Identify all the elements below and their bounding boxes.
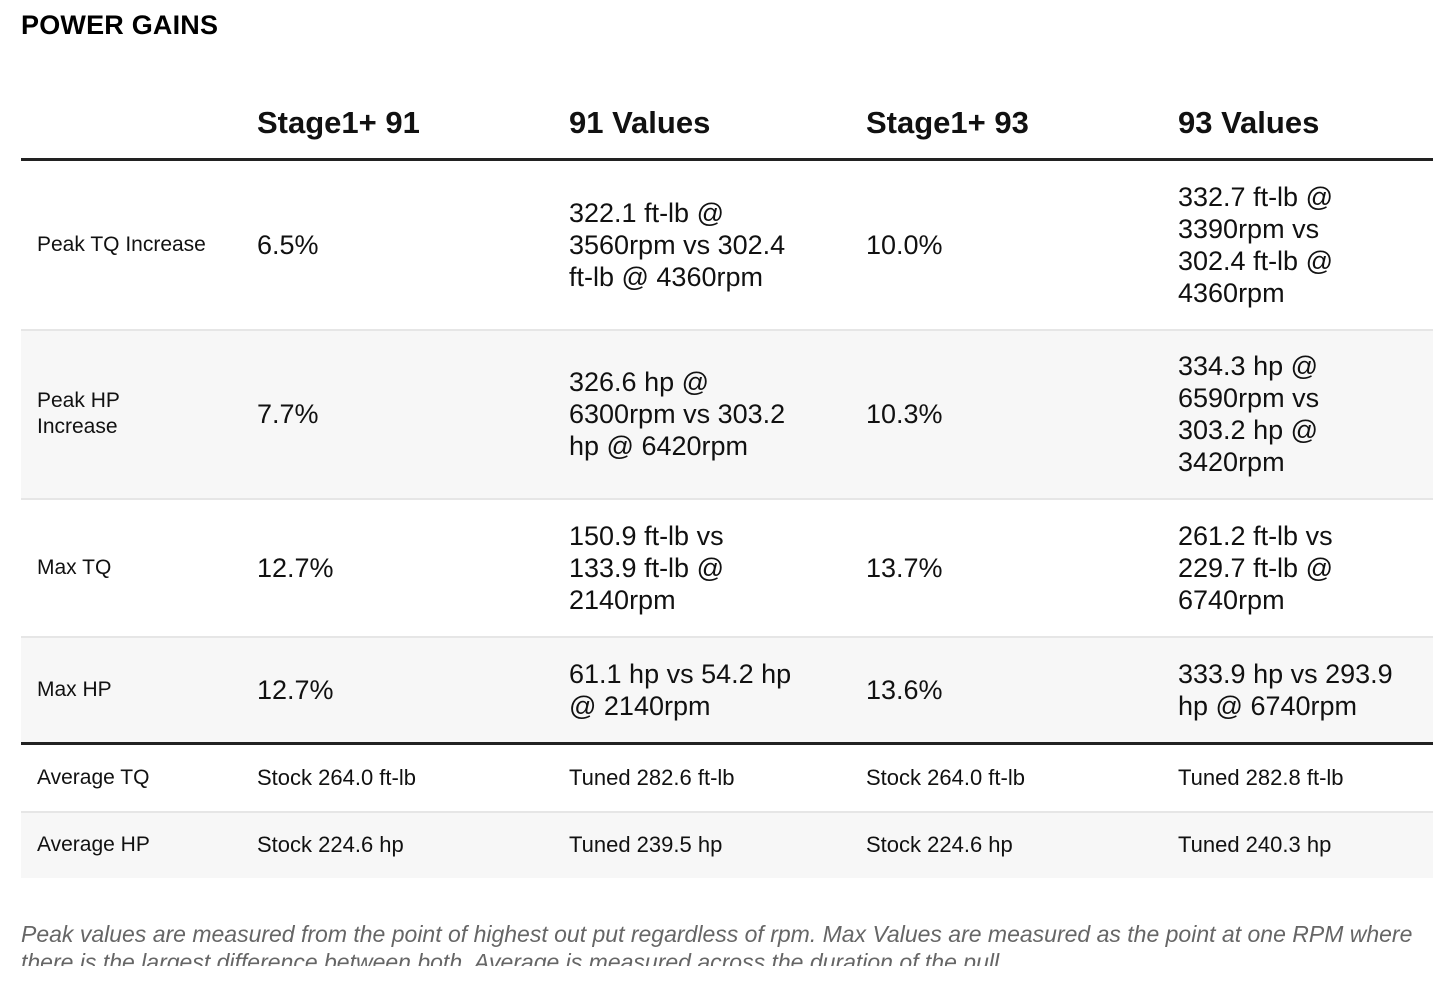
header-empty [21,88,257,161]
footer-stock-91: Stock 224.6 hp [257,811,569,878]
footer-label: Average TQ [21,743,257,813]
stage91-percent: 12.7% [257,498,569,638]
values91-text: 326.6 hp @ 6300rpm vs 303.2 hp @ 6420rpm [569,329,866,500]
footer-row-average-tq: Average TQ Stock 264.0 ft-lb Tuned 282.6… [21,743,1433,813]
stage93-percent: 13.6% [866,636,1178,745]
footer-tuned-91: Tuned 282.6 ft-lb [569,743,866,813]
values93-wrap: 332.7 ft-lb @ 3390rpm vs 302.4 ft-lb @ 4… [1178,181,1333,308]
footer-tuned-93: Tuned 240.3 hp [1178,811,1433,878]
values91-wrap: 326.6 hp @ 6300rpm vs 303.2 hp @ 6420rpm [569,367,786,461]
footer-stock-93: Stock 224.6 hp [866,811,1178,878]
row-label: Peak HP Increase [21,329,257,500]
stage91-percent: 12.7% [257,636,569,745]
table-row-max-tq: Max TQ 12.7% 150.9 ft-lb vs 133.9 ft-lb … [21,498,1433,638]
values93-text: 334.3 hp @ 6590rpm vs 303.2 hp @ 3420rpm [1178,329,1433,500]
table-row-peak-hp: Peak HP Increase 7.7% 326.6 hp @ 6300rpm… [21,329,1433,500]
stage91-percent: 7.7% [257,329,569,500]
stage91-percent: 6.5% [257,159,569,331]
power-gains-table: Stage1+ 91 91 Values Stage1+ 93 93 Value… [21,88,1433,878]
row-label-wrap: Peak HP Increase [37,389,120,438]
values91-text: 150.9 ft-lb vs 133.9 ft-lb @ 2140rpm [569,498,866,638]
table-row-max-hp: Max HP 12.7% 61.1 hp vs 54.2 hp @ 2140rp… [21,636,1433,745]
row-label: Max TQ [21,498,257,638]
page-title: POWER GAINS [21,10,219,40]
values93-text: 261.2 ft-lb vs 229.7 ft-lb @ 6740rpm [1178,498,1433,638]
values91-text: 61.1 hp vs 54.2 hp @ 2140rpm [569,636,866,745]
values93-text: 333.9 hp vs 293.9 hp @ 6740rpm [1178,636,1433,745]
footer-row-average-hp: Average HP Stock 224.6 hp Tuned 239.5 hp… [21,811,1433,878]
row-label: Max HP [21,636,257,745]
footer-label: Average HP [21,811,257,878]
stage93-percent: 13.7% [866,498,1178,638]
header-93-values: 93 Values [1178,88,1433,161]
values91-wrap: 322.1 ft-lb @ 3560rpm vs 302.4 ft-lb @ 4… [569,197,786,292]
header-91-values: 91 Values [569,88,866,161]
header-stage1-93: Stage1+ 93 [866,88,1178,161]
values91-text: 322.1 ft-lb @ 3560rpm vs 302.4 ft-lb @ 4… [569,159,866,331]
row-label: Peak TQ Increase [21,159,257,331]
footer-tuned-91: Tuned 239.5 hp [569,811,866,878]
values91-wrap: 61.1 hp vs 54.2 hp @ 2140rpm [569,658,792,721]
footer-stock-93: Stock 264.0 ft-lb [866,743,1178,813]
header-stage1-91: Stage1+ 91 [257,88,569,161]
table-row-peak-tq: Peak TQ Increase 6.5% 322.1 ft-lb @ 3560… [21,159,1433,331]
values93-wrap: 333.9 hp vs 293.9 hp @ 6740rpm [1178,658,1393,721]
table-header-row: Stage1+ 91 91 Values Stage1+ 93 93 Value… [21,88,1433,161]
footer-tuned-93: Tuned 282.8 ft-lb [1178,743,1433,813]
footnote: Peak values are measured from the point … [21,921,1413,966]
stage93-percent: 10.3% [866,329,1178,500]
footer-stock-91: Stock 264.0 ft-lb [257,743,569,813]
stage93-percent: 10.0% [866,159,1178,331]
values93-wrap: 261.2 ft-lb vs 229.7 ft-lb @ 6740rpm [1178,520,1333,615]
values93-wrap: 334.3 hp @ 6590rpm vs 303.2 hp @ 3420rpm [1178,351,1320,477]
values91-wrap: 150.9 ft-lb vs 133.9 ft-lb @ 2140rpm [569,520,724,615]
values93-text: 332.7 ft-lb @ 3390rpm vs 302.4 ft-lb @ 4… [1178,159,1433,331]
